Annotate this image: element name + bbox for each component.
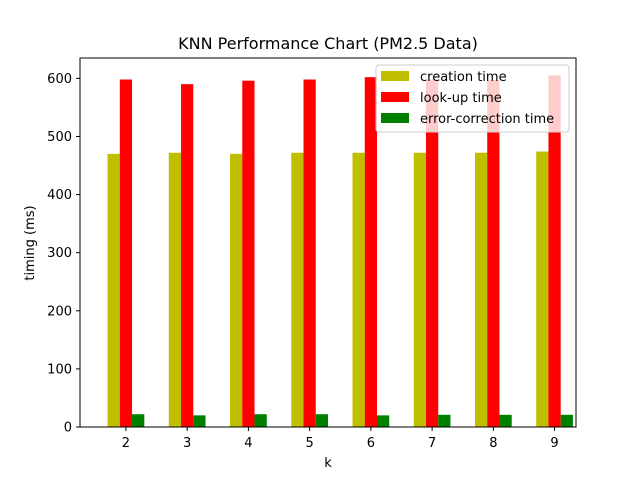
bar: [352, 152, 365, 427]
bar: [438, 414, 451, 427]
legend-label: error-correction time: [420, 112, 554, 127]
bars-layer: [107, 75, 573, 428]
y-tick-label: 0: [64, 421, 72, 436]
bar: [242, 80, 255, 427]
bar: [181, 84, 194, 428]
y-tick-label: 100: [47, 362, 72, 377]
legend-swatch: [381, 71, 409, 81]
bar: [560, 414, 573, 427]
y-tick-label: 200: [47, 304, 72, 319]
x-tick-label: 9: [550, 436, 558, 451]
chart-title: KNN Performance Chart (PM2.5 Data): [178, 34, 478, 53]
bar: [107, 153, 120, 427]
legend-swatch: [381, 92, 409, 102]
bar: [499, 414, 512, 427]
x-tick-label: 3: [183, 436, 191, 451]
bar: [254, 414, 267, 427]
x-axis-label: k: [324, 456, 332, 471]
x-tick-label: 2: [122, 436, 130, 451]
bar: [487, 80, 500, 427]
bar: [119, 79, 133, 427]
bar: [364, 77, 377, 428]
legend: creation time look-up time error-correctio…: [375, 64, 570, 133]
bar: [425, 79, 439, 427]
bar: [303, 79, 316, 427]
x-tick-label: 7: [428, 436, 436, 451]
bar: [474, 152, 488, 427]
bar: [230, 153, 243, 427]
legend-swatch: [381, 113, 409, 123]
x-tick-label: 5: [305, 436, 313, 451]
y-axis-label: timing (ms): [23, 205, 38, 280]
legend-box: [375, 64, 570, 133]
plot-frame: [79, 57, 577, 428]
y-tick-label: 400: [47, 188, 72, 203]
bar: [168, 152, 182, 427]
bar: [132, 414, 145, 427]
y-tick-label: 500: [47, 130, 72, 145]
x-axis-ticks: 2 3 4 5 6 7 8 9: [122, 427, 559, 451]
bar: [536, 151, 549, 427]
x-tick-label: 8: [489, 436, 497, 451]
bar: [548, 75, 561, 428]
legend-label: creation time: [420, 70, 507, 85]
x-tick-label: 4: [244, 436, 252, 451]
bar: [315, 414, 328, 427]
y-axis-ticks: 0 100 200 300 400 500 600: [47, 72, 80, 436]
bar: [376, 415, 390, 427]
y-tick-label: 600: [47, 72, 72, 87]
bar: [193, 415, 206, 427]
bar: [413, 152, 426, 427]
x-tick-label: 6: [367, 436, 375, 451]
legend-label: look-up time: [420, 91, 502, 106]
y-tick-label: 300: [47, 246, 72, 261]
bar: [291, 152, 304, 427]
